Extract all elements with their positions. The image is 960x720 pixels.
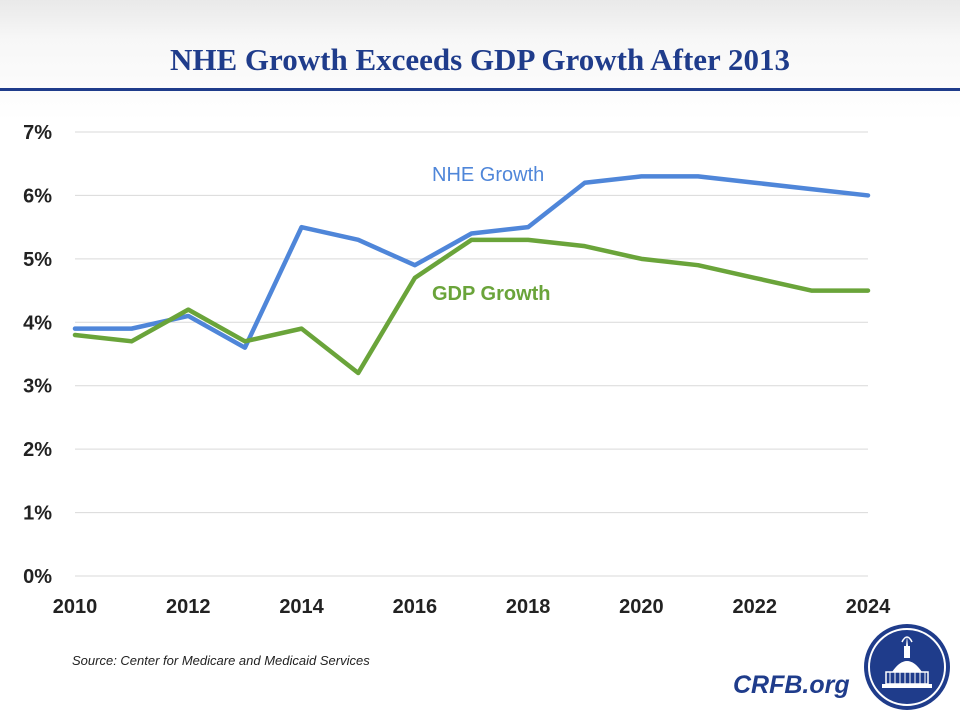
series-lines	[72, 174, 871, 376]
nhe-growth-line	[72, 174, 871, 350]
x-tick-label: 2018	[506, 596, 551, 618]
y-tick-label: 5%	[23, 249, 52, 271]
y-tick-label: 2%	[23, 439, 52, 461]
x-tick-label: 2016	[393, 596, 438, 618]
x-tick-label: 2014	[279, 596, 324, 618]
x-tick-label: 2010	[53, 596, 98, 618]
x-tick-label: 2022	[732, 596, 777, 618]
y-tick-label: 4%	[23, 312, 52, 334]
y-tick-label: 3%	[23, 376, 52, 398]
y-tick-label: 0%	[23, 566, 52, 588]
capitol-seal-icon	[864, 624, 950, 710]
x-tick-label: 2024	[846, 596, 891, 618]
y-tick-label: 7%	[23, 122, 52, 144]
gdp-growth-line	[72, 237, 871, 376]
gdp-growth-label: GDP Growth	[432, 283, 551, 305]
source-note: Source: Center for Medicare and Medicaid…	[72, 653, 370, 668]
series-labels: NHE Growth GDP Growth	[432, 164, 551, 305]
x-tick-label: 2020	[619, 596, 664, 618]
x-tick-label: 2012	[166, 596, 211, 618]
brand-link[interactable]: CRFB.org	[733, 671, 850, 699]
title-divider	[0, 88, 960, 91]
y-tick-label: 6%	[23, 185, 52, 207]
chart-title: NHE Growth Exceeds GDP Growth After 2013	[170, 42, 790, 77]
gridlines	[75, 131, 868, 577]
x-axis-tick-labels: 2010 2012 2014 2016 2018 2020 2022 2024	[53, 596, 891, 618]
y-tick-label: 1%	[23, 503, 52, 525]
y-axis-tick-labels: 0% 1% 2% 3% 4% 5% 6% 7%	[23, 122, 52, 588]
nhe-growth-label: NHE Growth	[432, 164, 544, 186]
